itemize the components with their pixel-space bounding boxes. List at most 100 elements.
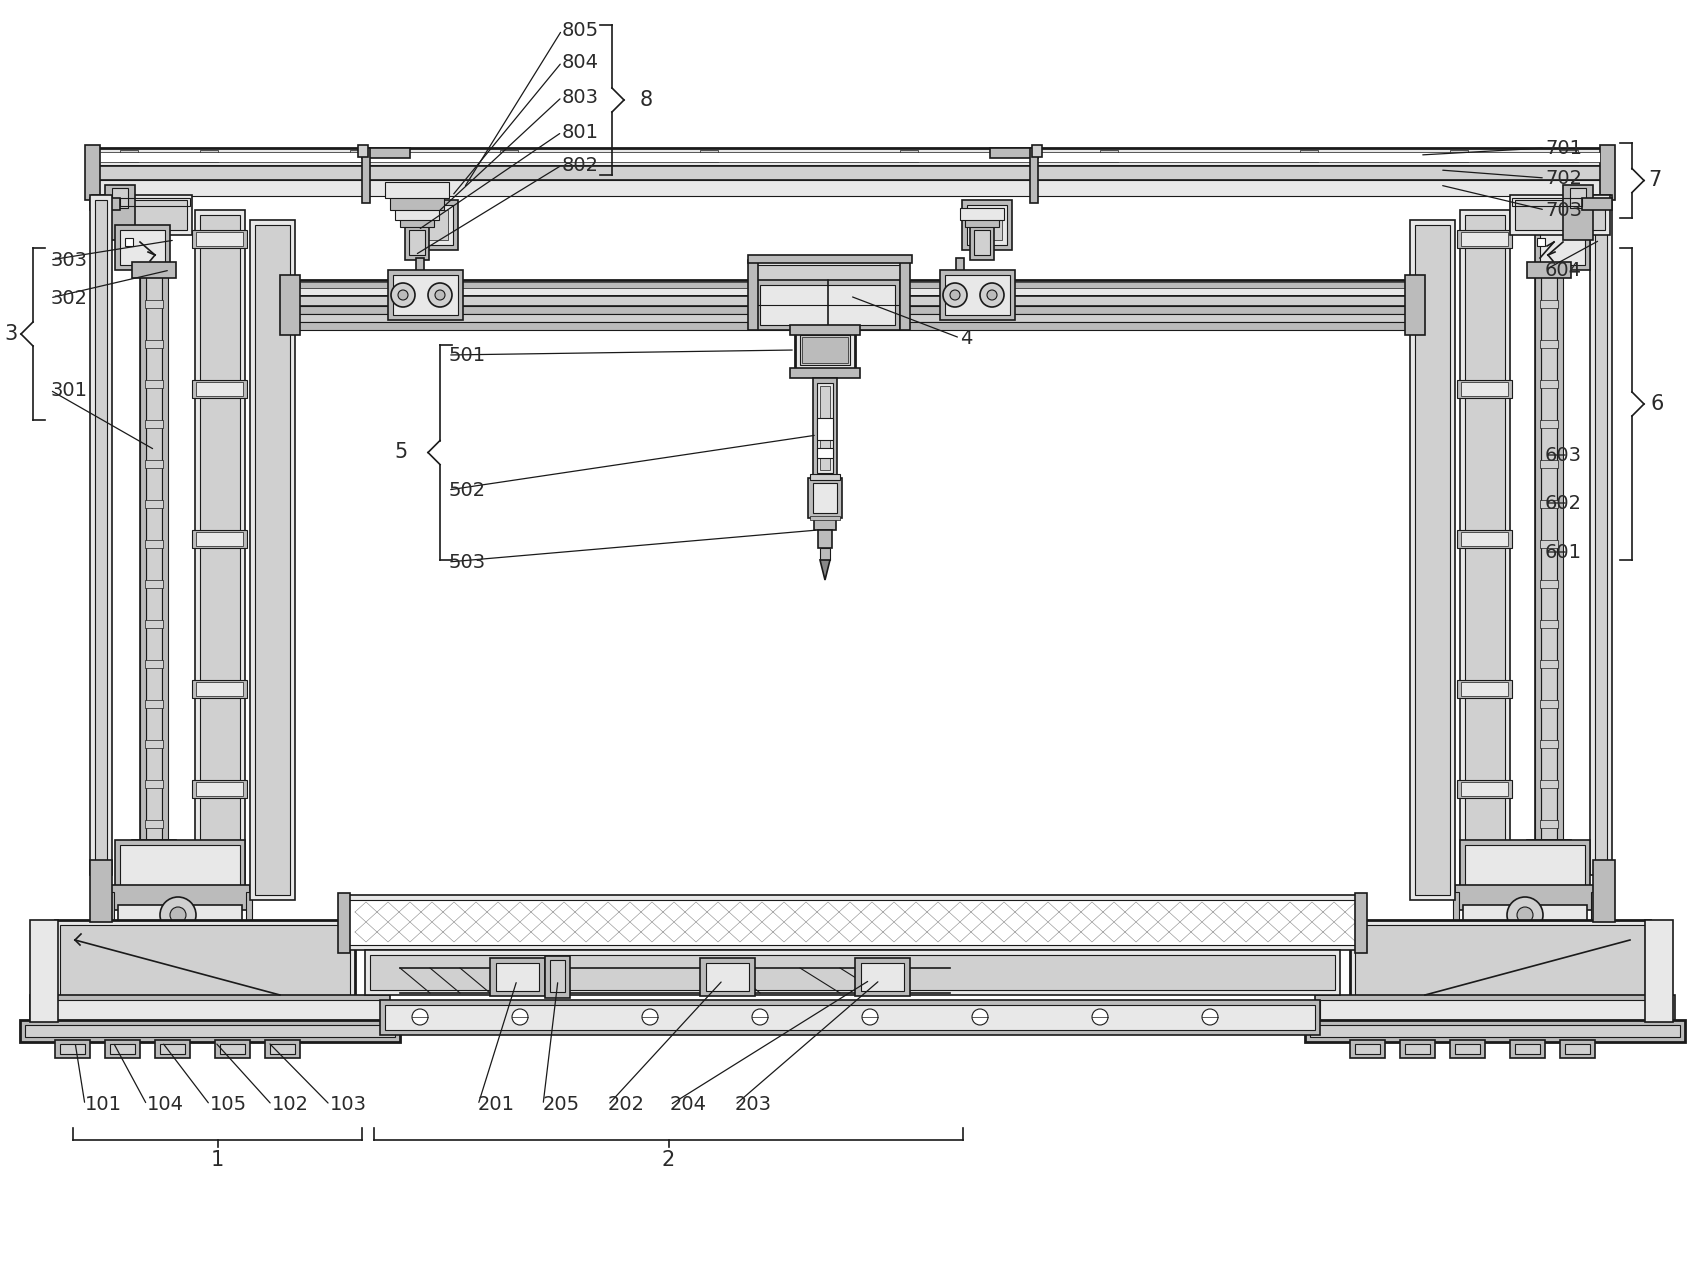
Bar bbox=[1030, 147, 1039, 203]
Bar bbox=[140, 271, 146, 850]
Bar bbox=[145, 500, 163, 508]
Text: 302: 302 bbox=[49, 288, 87, 308]
Bar bbox=[1410, 221, 1454, 900]
Bar bbox=[748, 255, 913, 263]
Bar bbox=[145, 420, 163, 428]
Bar bbox=[380, 1000, 1320, 1035]
Bar bbox=[955, 258, 964, 279]
Bar bbox=[855, 958, 909, 996]
Bar bbox=[1540, 460, 1558, 468]
Text: 803: 803 bbox=[562, 87, 599, 106]
Bar bbox=[1511, 195, 1609, 235]
Bar bbox=[192, 229, 247, 247]
Bar bbox=[393, 276, 458, 315]
Bar bbox=[199, 150, 218, 162]
Bar bbox=[1565, 1044, 1591, 1054]
Bar bbox=[1528, 840, 1570, 856]
Bar bbox=[1461, 682, 1507, 696]
Bar bbox=[1458, 529, 1512, 547]
Text: 202: 202 bbox=[608, 1096, 645, 1114]
Bar bbox=[795, 329, 855, 370]
Bar bbox=[1557, 271, 1563, 850]
Bar bbox=[346, 900, 1361, 945]
Bar bbox=[255, 226, 290, 895]
Bar bbox=[31, 995, 390, 1026]
Bar bbox=[1591, 195, 1613, 876]
Bar bbox=[1591, 892, 1597, 947]
Bar bbox=[1540, 579, 1558, 588]
Bar bbox=[196, 382, 244, 396]
Bar bbox=[92, 195, 192, 235]
Bar bbox=[405, 226, 429, 260]
Text: 204: 204 bbox=[669, 1096, 707, 1114]
Text: 804: 804 bbox=[562, 53, 599, 72]
Bar bbox=[800, 335, 850, 365]
Bar bbox=[145, 300, 163, 308]
Bar bbox=[106, 185, 135, 240]
Circle shape bbox=[513, 1009, 528, 1026]
Bar bbox=[100, 153, 1601, 162]
Bar bbox=[54, 920, 354, 1000]
Text: 303: 303 bbox=[49, 250, 87, 269]
Bar bbox=[749, 260, 904, 290]
Bar bbox=[119, 229, 165, 265]
Text: 101: 101 bbox=[85, 1096, 123, 1114]
Bar bbox=[700, 150, 719, 162]
Bar bbox=[409, 229, 426, 255]
Bar bbox=[1449, 1040, 1485, 1058]
Bar bbox=[300, 282, 1405, 288]
Bar bbox=[145, 460, 163, 468]
Text: 4: 4 bbox=[960, 328, 972, 347]
Bar bbox=[1453, 892, 1459, 947]
Bar bbox=[60, 926, 351, 995]
Bar bbox=[1540, 540, 1558, 547]
Bar bbox=[196, 232, 244, 246]
Circle shape bbox=[943, 283, 967, 306]
Bar bbox=[754, 265, 899, 285]
Bar bbox=[414, 205, 453, 245]
Bar bbox=[404, 278, 431, 288]
Bar bbox=[116, 840, 245, 890]
Bar bbox=[1516, 1044, 1540, 1054]
Bar bbox=[90, 860, 112, 922]
Bar bbox=[90, 197, 119, 210]
Text: 603: 603 bbox=[1545, 446, 1582, 464]
Bar bbox=[1534, 271, 1563, 850]
Bar bbox=[140, 271, 169, 850]
Bar bbox=[972, 210, 1001, 240]
Bar bbox=[192, 679, 247, 697]
Bar bbox=[949, 278, 976, 288]
Bar bbox=[1570, 188, 1585, 208]
Bar bbox=[192, 379, 247, 397]
Bar bbox=[363, 147, 410, 158]
Bar bbox=[145, 340, 163, 347]
Bar bbox=[220, 1044, 245, 1054]
Bar bbox=[90, 165, 1609, 179]
Bar bbox=[1534, 226, 1591, 271]
Bar bbox=[145, 700, 163, 708]
Bar bbox=[812, 378, 836, 478]
Bar bbox=[295, 306, 1410, 314]
Text: 805: 805 bbox=[562, 21, 599, 40]
Bar bbox=[1459, 210, 1511, 890]
Bar bbox=[1310, 1026, 1679, 1037]
Bar bbox=[26, 1026, 395, 1037]
Bar bbox=[250, 221, 295, 900]
Bar bbox=[196, 210, 245, 890]
Bar bbox=[1405, 276, 1425, 335]
Text: 601: 601 bbox=[1545, 542, 1582, 562]
Bar bbox=[1461, 382, 1507, 396]
Bar bbox=[1563, 185, 1592, 240]
Bar bbox=[107, 892, 114, 947]
Bar bbox=[1449, 150, 1468, 162]
Bar bbox=[295, 322, 1410, 329]
Bar bbox=[1458, 679, 1512, 697]
Bar bbox=[707, 963, 749, 991]
Bar bbox=[1541, 276, 1557, 845]
Bar bbox=[1458, 379, 1512, 397]
Bar bbox=[811, 515, 840, 520]
Text: 501: 501 bbox=[448, 346, 485, 364]
Bar bbox=[807, 478, 841, 518]
Bar bbox=[90, 179, 1609, 196]
Text: 701: 701 bbox=[1545, 138, 1582, 158]
